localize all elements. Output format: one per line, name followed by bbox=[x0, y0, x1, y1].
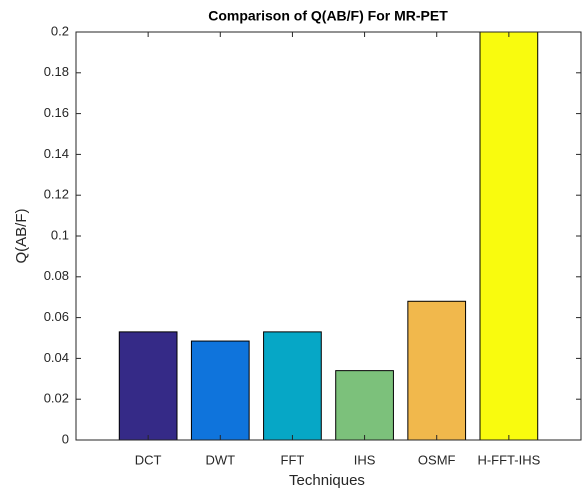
y-axis-label: Q(AB/F) bbox=[13, 208, 30, 263]
y-tick-label: 0.12 bbox=[44, 187, 69, 202]
y-tick-label: 0.1 bbox=[51, 227, 69, 242]
x-tick-label: OSMF bbox=[418, 452, 456, 467]
x-tick-label: DWT bbox=[205, 452, 235, 467]
x-tick-label: H-FFT-IHS bbox=[477, 452, 540, 467]
bar bbox=[263, 331, 322, 441]
bar bbox=[479, 31, 539, 441]
x-tick-label: FFT bbox=[281, 452, 305, 467]
x-tick-label: IHS bbox=[354, 452, 376, 467]
bar bbox=[335, 370, 394, 441]
y-tick-label: 0 bbox=[62, 431, 69, 446]
x-tick-label: DCT bbox=[135, 452, 162, 467]
bar bbox=[407, 300, 467, 441]
y-tick-label: 0.2 bbox=[51, 23, 69, 38]
y-tick-label: 0.14 bbox=[44, 146, 69, 161]
y-tick-label: 0.18 bbox=[44, 64, 69, 79]
y-tick-label: 0.08 bbox=[44, 268, 69, 283]
chart-title: Comparison of Q(AB/F) For MR-PET bbox=[208, 8, 448, 24]
bar bbox=[190, 340, 250, 441]
y-tick-label: 0.06 bbox=[44, 309, 69, 324]
y-tick-label: 0.04 bbox=[44, 350, 69, 365]
y-tick-label: 0.02 bbox=[44, 391, 69, 406]
x-axis-label: Techniques bbox=[289, 472, 365, 489]
bar bbox=[118, 331, 178, 441]
y-tick-label: 0.16 bbox=[44, 105, 69, 120]
